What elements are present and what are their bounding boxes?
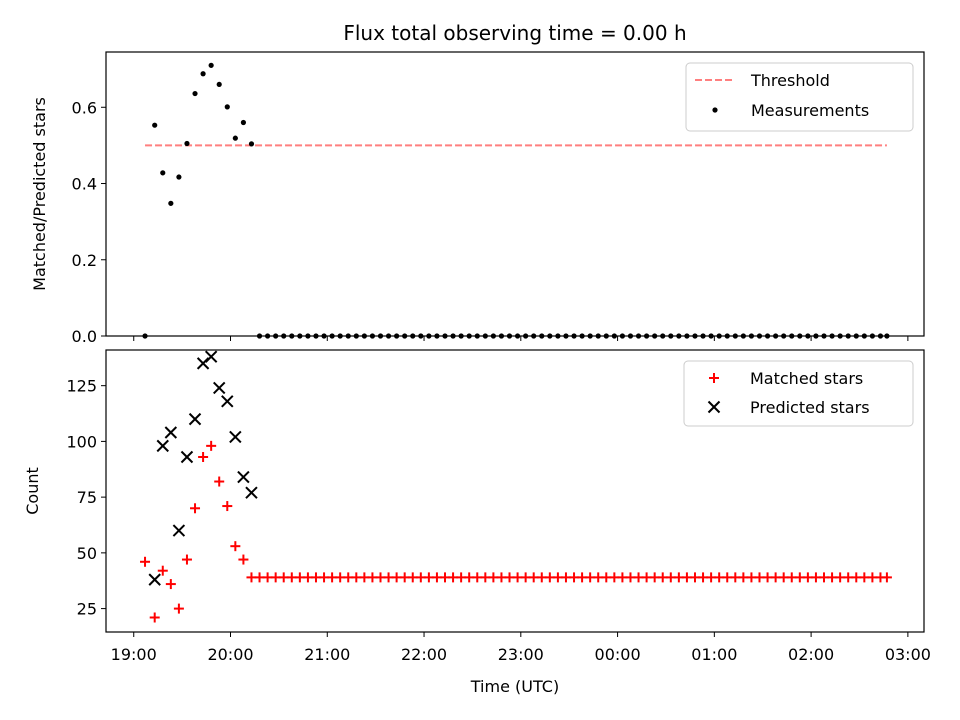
predicted-star-point-b (204, 350, 218, 363)
matched-star-point (198, 452, 209, 463)
x-tick-label: 01:00 (691, 645, 737, 664)
x-tick-label: 19:00 (111, 645, 157, 664)
predicted-star-point-b (148, 573, 161, 586)
x-tick-label: 21:00 (304, 645, 350, 664)
predicted-star-point (164, 426, 178, 439)
matched-star-point (157, 565, 168, 576)
predicted-star-point-b (245, 486, 258, 499)
matched-star-point (173, 603, 184, 614)
matched-star-point (881, 572, 892, 583)
matched-star-point (222, 501, 233, 512)
matched-star-point (206, 440, 217, 451)
legend-measurements-swatch (712, 107, 718, 113)
predicted-star-point (172, 524, 186, 537)
count-y-ticks: 25 50 75 100 125 (66, 377, 106, 619)
x-tick-label: 22:00 (401, 645, 447, 664)
ratio-legend: Threshold Measurements (685, 62, 914, 132)
matched-star-point (238, 554, 249, 565)
measurement-point (240, 119, 247, 126)
measurement-point (224, 104, 230, 110)
measurement-point (216, 81, 222, 88)
predicted-star-point (204, 350, 218, 363)
legend-predicted-label: Predicted stars (750, 398, 870, 417)
ratio-y-ticks: 0.0 0.2 0.4 0.6 (72, 98, 106, 346)
x-tick-label: 20:00 (207, 645, 253, 664)
legend-measurements-label: Measurements (751, 101, 869, 120)
measurement-point (232, 135, 238, 141)
count-y-tick-label: 75 (77, 488, 97, 507)
legend-predicted-marker-b (707, 400, 721, 414)
measurement-point (184, 140, 190, 147)
ratio-plot-frame (105, 51, 925, 337)
measurement-point (248, 141, 255, 147)
matched-star-point (230, 541, 241, 552)
predicted-star-point-b (188, 412, 202, 426)
legend-threshold-label: Threshold (750, 71, 830, 90)
ratio-y-tick-label: 0.6 (72, 98, 97, 117)
matched-star-point (181, 554, 192, 565)
x-tick-label: 23:00 (498, 645, 544, 664)
count-legend: Matched stars Predicted stars (683, 360, 914, 427)
ratio-y-tick-label: 0.4 (72, 175, 97, 194)
predicted-star-point-b (213, 381, 226, 395)
legend-predicted-marker (707, 400, 721, 414)
x-tick-label: 00:00 (595, 645, 641, 664)
predicted-star-point (245, 486, 258, 499)
predicted-star-point (213, 381, 226, 395)
predicted-star-point (229, 430, 242, 444)
legend-matched-label: Matched stars (750, 369, 863, 388)
x-tick-label: 03:00 (885, 645, 931, 664)
x-axis-label: Time (UTC) (470, 677, 559, 696)
ratio-legend-box (685, 62, 914, 132)
ratio-y-axis-label: Matched/Predicted stars (30, 97, 49, 291)
measurement-point (200, 71, 206, 77)
matched-star-point (149, 612, 160, 623)
x-tick-label: 02:00 (788, 645, 834, 664)
predicted-star-point (180, 450, 194, 464)
predicted-star-point (188, 412, 202, 426)
count-plot-frame (105, 349, 925, 633)
measurement-point (208, 62, 214, 68)
matched-star-point (190, 503, 201, 514)
count-plot-marks (140, 350, 892, 623)
count-x-ticks: 19:00 20:00 21:00 22:00 23:00 00:00 01:00 02:00… (111, 632, 931, 664)
count-y-tick-label: 100 (66, 432, 97, 451)
predicted-star-point-b (156, 439, 169, 453)
chart-title: Flux total observing time = 0.00 h (343, 21, 686, 45)
measurement-point (152, 122, 158, 128)
predicted-star-point-b (180, 450, 194, 464)
predicted-star-point-b (237, 470, 250, 484)
predicted-star-point (148, 573, 161, 586)
count-legend-box (683, 360, 914, 427)
measurement-point (176, 174, 182, 180)
legend-matched-swatch (709, 373, 719, 383)
predicted-star-point (221, 395, 234, 408)
matched-star-point (165, 579, 176, 590)
ratio-x-ticks (133, 336, 909, 341)
matched-star-point (140, 556, 151, 567)
count-panel: 25 50 75 100 125 19:00 20:00 21:00 22:00 23:00 00… (23, 349, 931, 696)
measurement-point (160, 170, 166, 176)
ratio-y-tick-label: 0.2 (72, 251, 97, 270)
count-y-tick-label: 25 (77, 600, 97, 619)
predicted-star-point-b (221, 395, 234, 408)
measurement-point (168, 200, 174, 206)
legend-matched-marker (709, 373, 719, 383)
measurement-point (192, 90, 198, 97)
predicted-star-point-b (164, 426, 178, 439)
predicted-star-point-b (229, 430, 242, 444)
predicted-star-point (237, 470, 250, 484)
predicted-star-point (156, 439, 169, 453)
predicted-star-point-b (172, 524, 186, 537)
legend-predicted-swatch (707, 400, 721, 414)
matched-star-point (214, 476, 225, 487)
ratio-panel: Flux total observing time = 0.00 h 0.00.… (30, 21, 925, 346)
count-y-axis-label: Count (23, 467, 42, 515)
count-y-tick-label: 125 (66, 377, 97, 396)
count-y-tick-label: 50 (77, 544, 97, 563)
ratio-y-tick-label: 0.0 (72, 327, 97, 346)
